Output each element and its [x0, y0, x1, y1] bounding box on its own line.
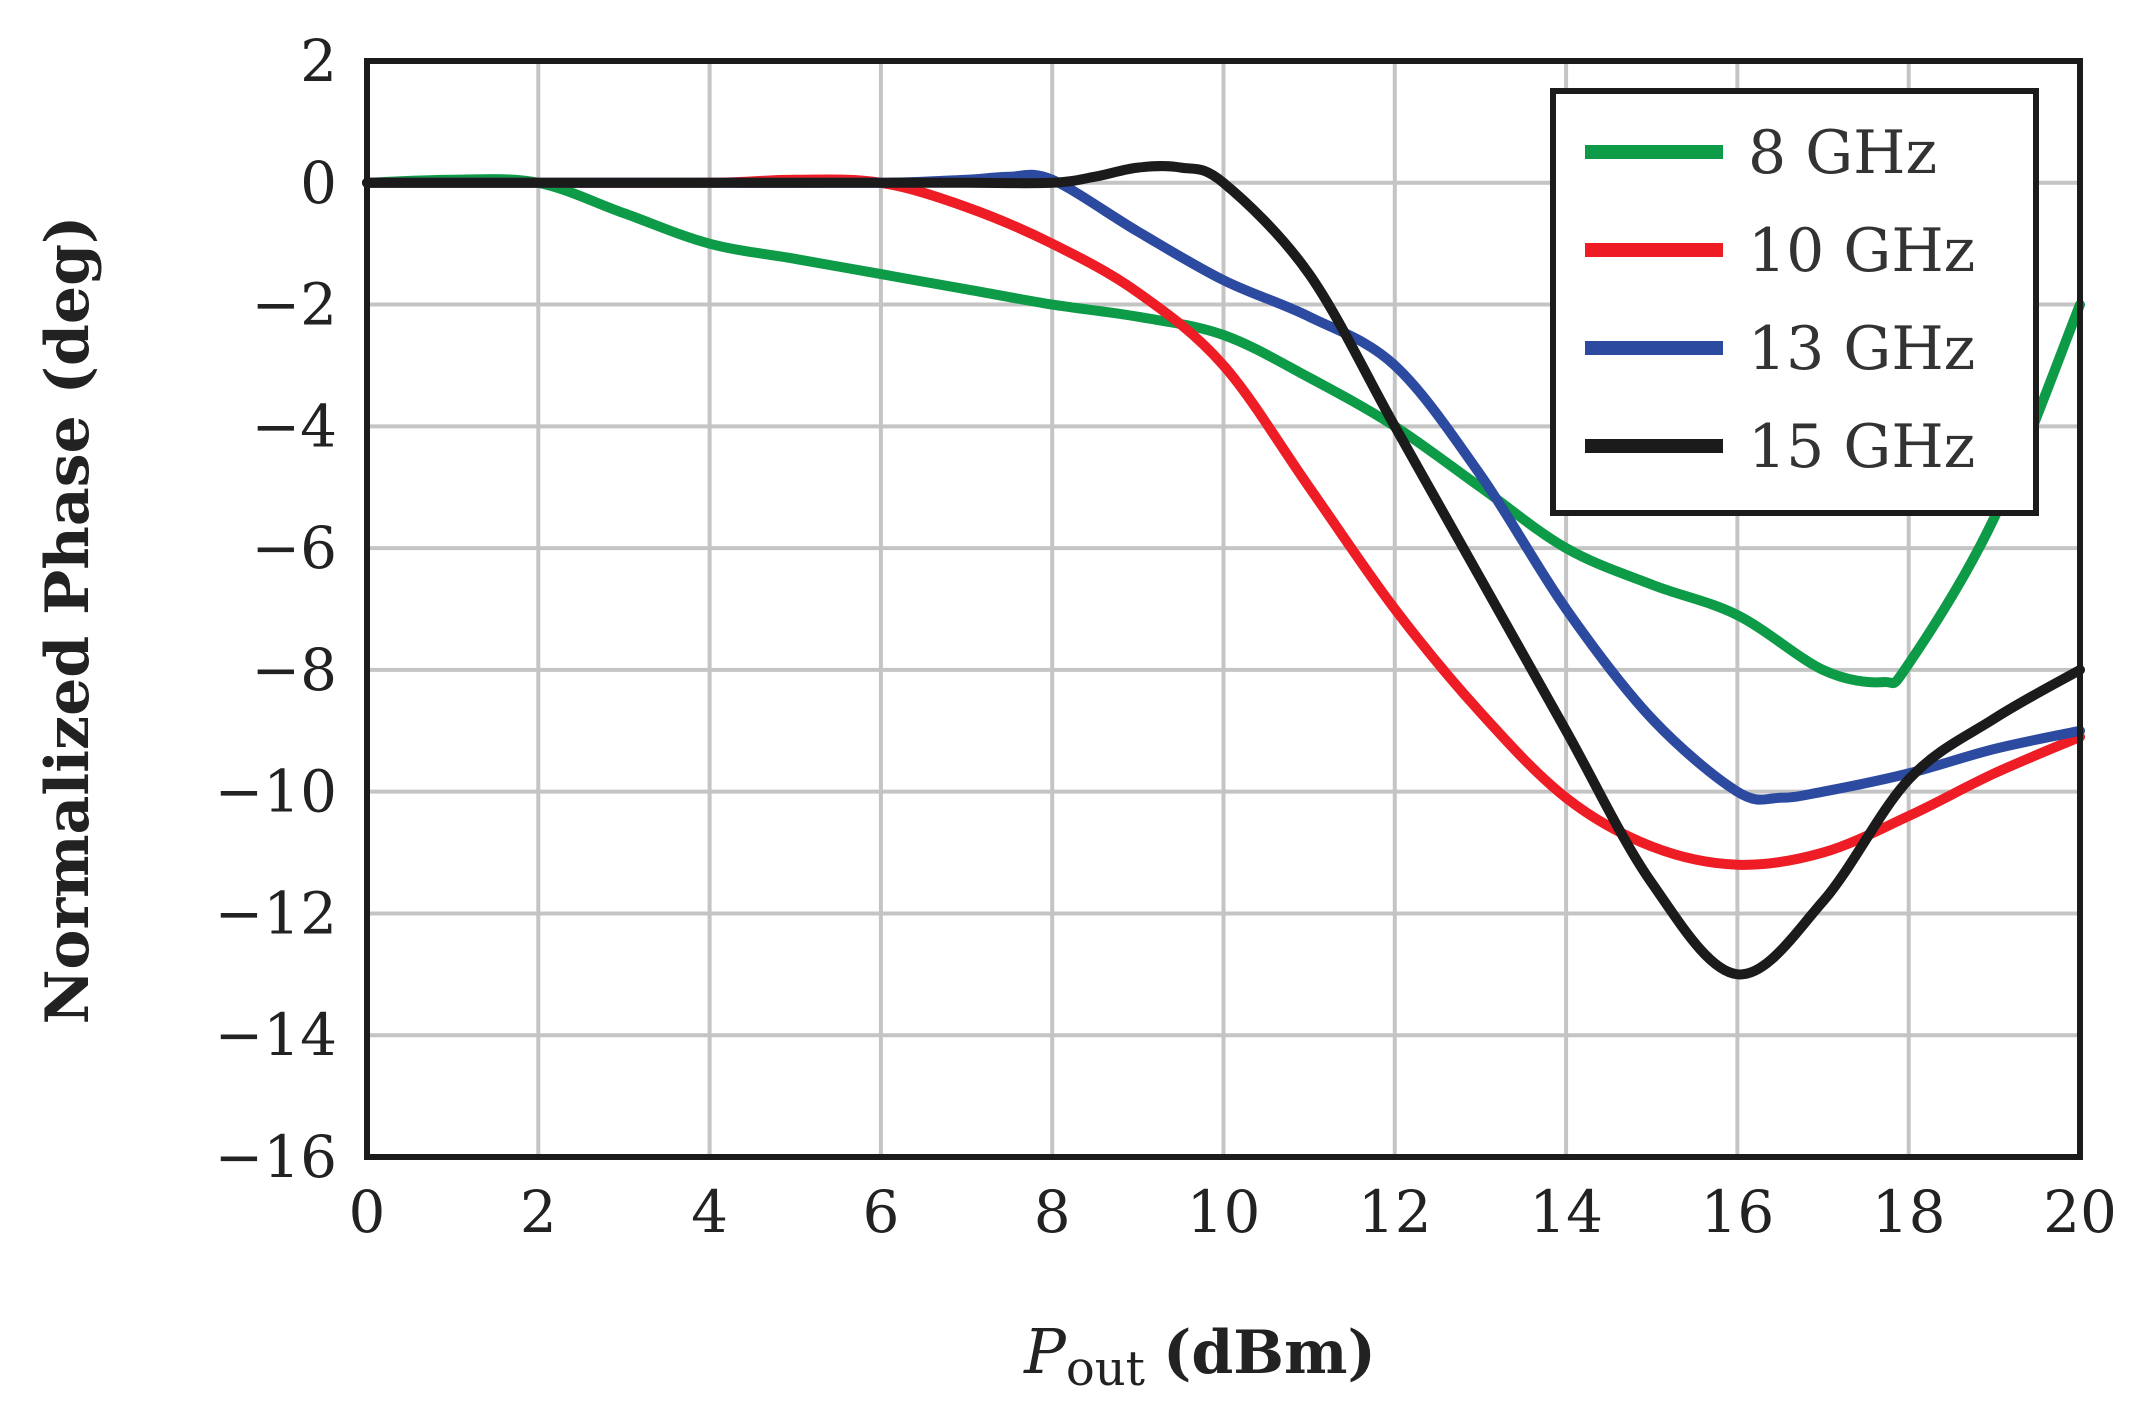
plot-frame: [364, 58, 2083, 1160]
x-tick-label: 14: [1529, 1178, 1603, 1246]
legend-label: 8 GHz: [1748, 118, 1937, 188]
y-tick-label: −8: [252, 636, 338, 704]
x-tick-label: 20: [2043, 1178, 2117, 1246]
y-tick-label: 0: [300, 149, 337, 217]
y-tick-label: −16: [215, 1123, 337, 1191]
x-tick-label: 8: [1034, 1178, 1071, 1246]
y-tick-label: −12: [215, 879, 337, 947]
x-tick-label: 12: [1358, 1178, 1432, 1246]
y-tick-label: −14: [215, 1001, 337, 1069]
legend: 8 GHz 10 GHz 13 GHz 15 GHz: [1550, 88, 2039, 516]
x-tick-label: 6: [862, 1178, 899, 1246]
y-tick-labels: 2 0 −2 −4 −6 −8 −10 −12 −14 −16: [215, 27, 337, 1191]
x-tick-label: 16: [1700, 1178, 1774, 1246]
y-tick-label: 2: [300, 27, 337, 95]
legend-label: 10 GHz: [1748, 216, 1975, 286]
x-tick-label: 10: [1187, 1178, 1261, 1246]
series-line-15-ghz: [362, 161, 2085, 980]
y-tick-label: −6: [252, 514, 338, 582]
x-tick-label: 0: [349, 1178, 386, 1246]
x-axis-title: Pout (dBm): [1023, 1315, 1376, 1397]
y-tick-label: −4: [252, 392, 338, 460]
y-tick-label: −2: [252, 271, 338, 339]
series-line-8-ghz: [362, 174, 2085, 689]
x-tick-label: 4: [691, 1178, 728, 1246]
y-axis-title: Normalized Phase (deg): [33, 216, 103, 1025]
x-tick-label: 18: [1872, 1178, 1946, 1246]
x-tick-label: 2: [520, 1178, 557, 1246]
series-layer: [362, 161, 2085, 980]
x-tick-labels: 0 2 4 6 8 10 12 14 16 18 20: [349, 1178, 2117, 1246]
legend-label: 15 GHz: [1748, 412, 1975, 482]
y-tick-label: −10: [215, 758, 337, 826]
legend-label: 13 GHz: [1748, 314, 1975, 384]
